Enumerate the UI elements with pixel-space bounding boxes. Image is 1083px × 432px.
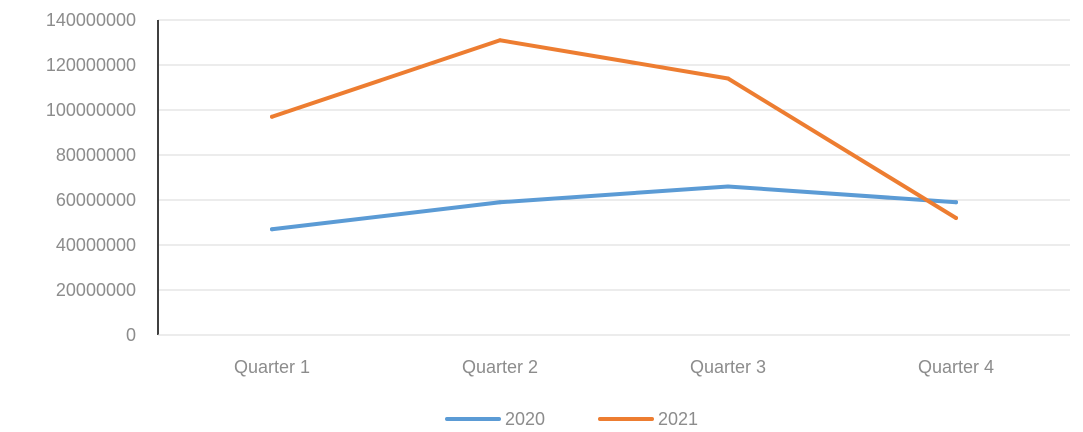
data-point-2020: [954, 200, 958, 205]
y-tick-label: 100000000: [46, 100, 136, 120]
x-tick-label: Quarter 4: [918, 357, 994, 377]
data-point-2020: [498, 200, 502, 205]
data-point-2021: [726, 76, 730, 81]
legend-label: 2020: [505, 409, 545, 429]
y-tick-label: 80000000: [56, 145, 136, 165]
gridlines: [158, 19, 1070, 291]
x-tick-label: Quarter 1: [234, 357, 310, 377]
x-tick-label: Quarter 3: [690, 357, 766, 377]
legend-label: 2021: [658, 409, 698, 429]
y-tick-label: 60000000: [56, 190, 136, 210]
y-tick-label: 40000000: [56, 235, 136, 255]
y-tick-label: 0: [126, 325, 136, 345]
y-tick-label: 20000000: [56, 280, 136, 300]
x-axis-tick-labels: Quarter 1 Quarter 2 Quarter 3 Quarter 4: [234, 357, 994, 377]
axes: [157, 20, 1070, 336]
y-tick-label: 140000000: [46, 10, 136, 30]
data-point-2020: [270, 227, 274, 232]
data-point-2020: [726, 184, 730, 189]
x-tick-label: Quarter 2: [462, 357, 538, 377]
legend: 2020 2021: [445, 409, 698, 429]
series-lines: [270, 38, 958, 232]
y-axis-tick-labels: 0 20000000 40000000 60000000 80000000 1000000…: [46, 10, 136, 345]
series-line-2021: [270, 38, 958, 220]
y-tick-label: 120000000: [46, 55, 136, 75]
data-point-2021: [498, 38, 502, 43]
series-line-2020: [270, 184, 958, 232]
data-point-2021: [954, 216, 958, 220]
data-point-2021: [270, 114, 274, 119]
